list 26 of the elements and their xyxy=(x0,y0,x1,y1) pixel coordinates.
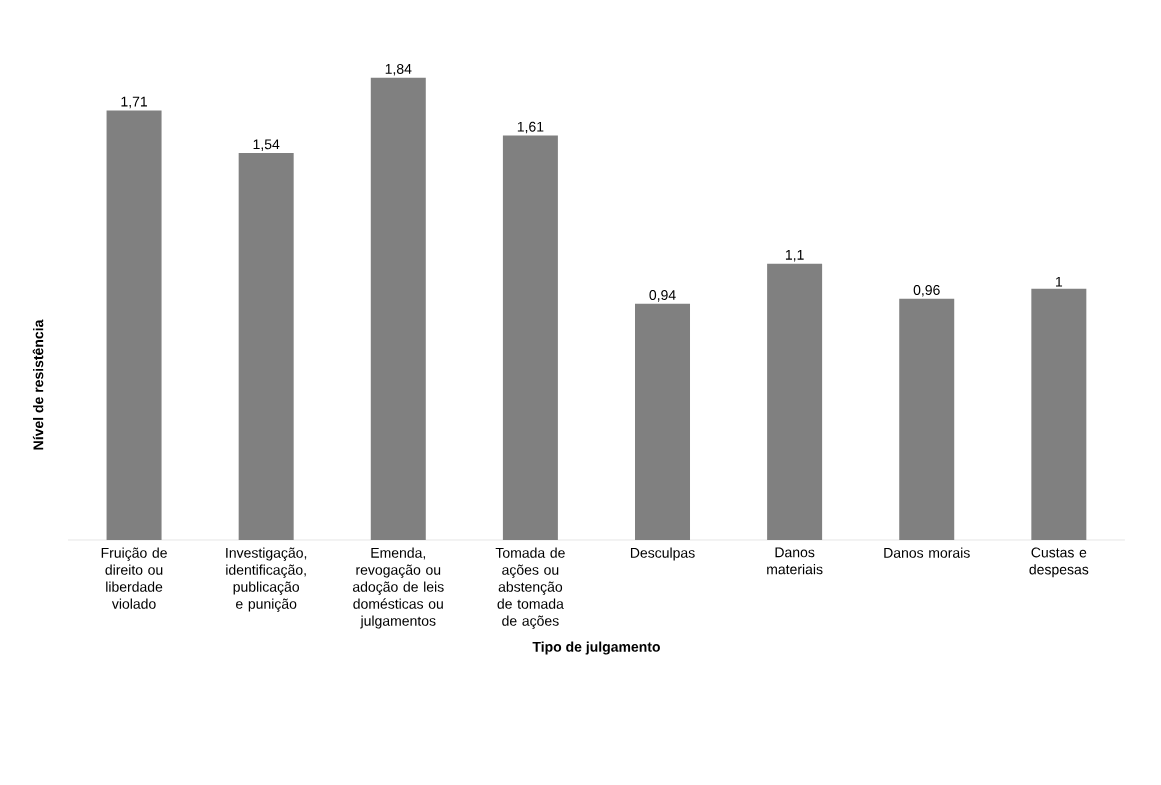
x-tick-label: Desculpas xyxy=(630,547,695,561)
x-tick-label: Danos materiais xyxy=(767,547,823,575)
data-label: 1,71 xyxy=(121,96,147,109)
bar xyxy=(370,77,426,540)
data-label: 1,84 xyxy=(385,63,412,76)
data-label: 0,96 xyxy=(913,285,940,297)
bar xyxy=(635,303,691,540)
data-label: 1,1 xyxy=(785,250,804,262)
data-label: 1,61 xyxy=(517,121,544,134)
data-label: 1,54 xyxy=(253,139,280,151)
bar xyxy=(238,153,294,540)
y-axis-title: Nível de resistência xyxy=(32,319,44,450)
x-tick-label: Danos morais xyxy=(884,547,970,558)
x-tick-label: Custas e despesas xyxy=(1029,547,1089,578)
data-label: 0,94 xyxy=(649,290,676,302)
x-tick-label: Emenda, revogação ou adoção de leis domésticas ou julgamentos xyxy=(352,547,444,629)
bar xyxy=(899,298,955,540)
bar xyxy=(502,135,558,540)
bar xyxy=(106,110,162,540)
x-axis-title: Tipo de julgamento xyxy=(532,641,660,655)
bar xyxy=(767,263,823,540)
x-tick-label: Investigação, identificação, publicação e punição xyxy=(226,547,307,612)
x-tick-label: Tomada de ações ou abstenção de tomada de ações xyxy=(495,547,565,629)
data-label: 1 xyxy=(1056,276,1063,287)
x-tick-label: Fruição de direito ou liberdade violado xyxy=(101,547,167,609)
bar xyxy=(1031,288,1087,540)
